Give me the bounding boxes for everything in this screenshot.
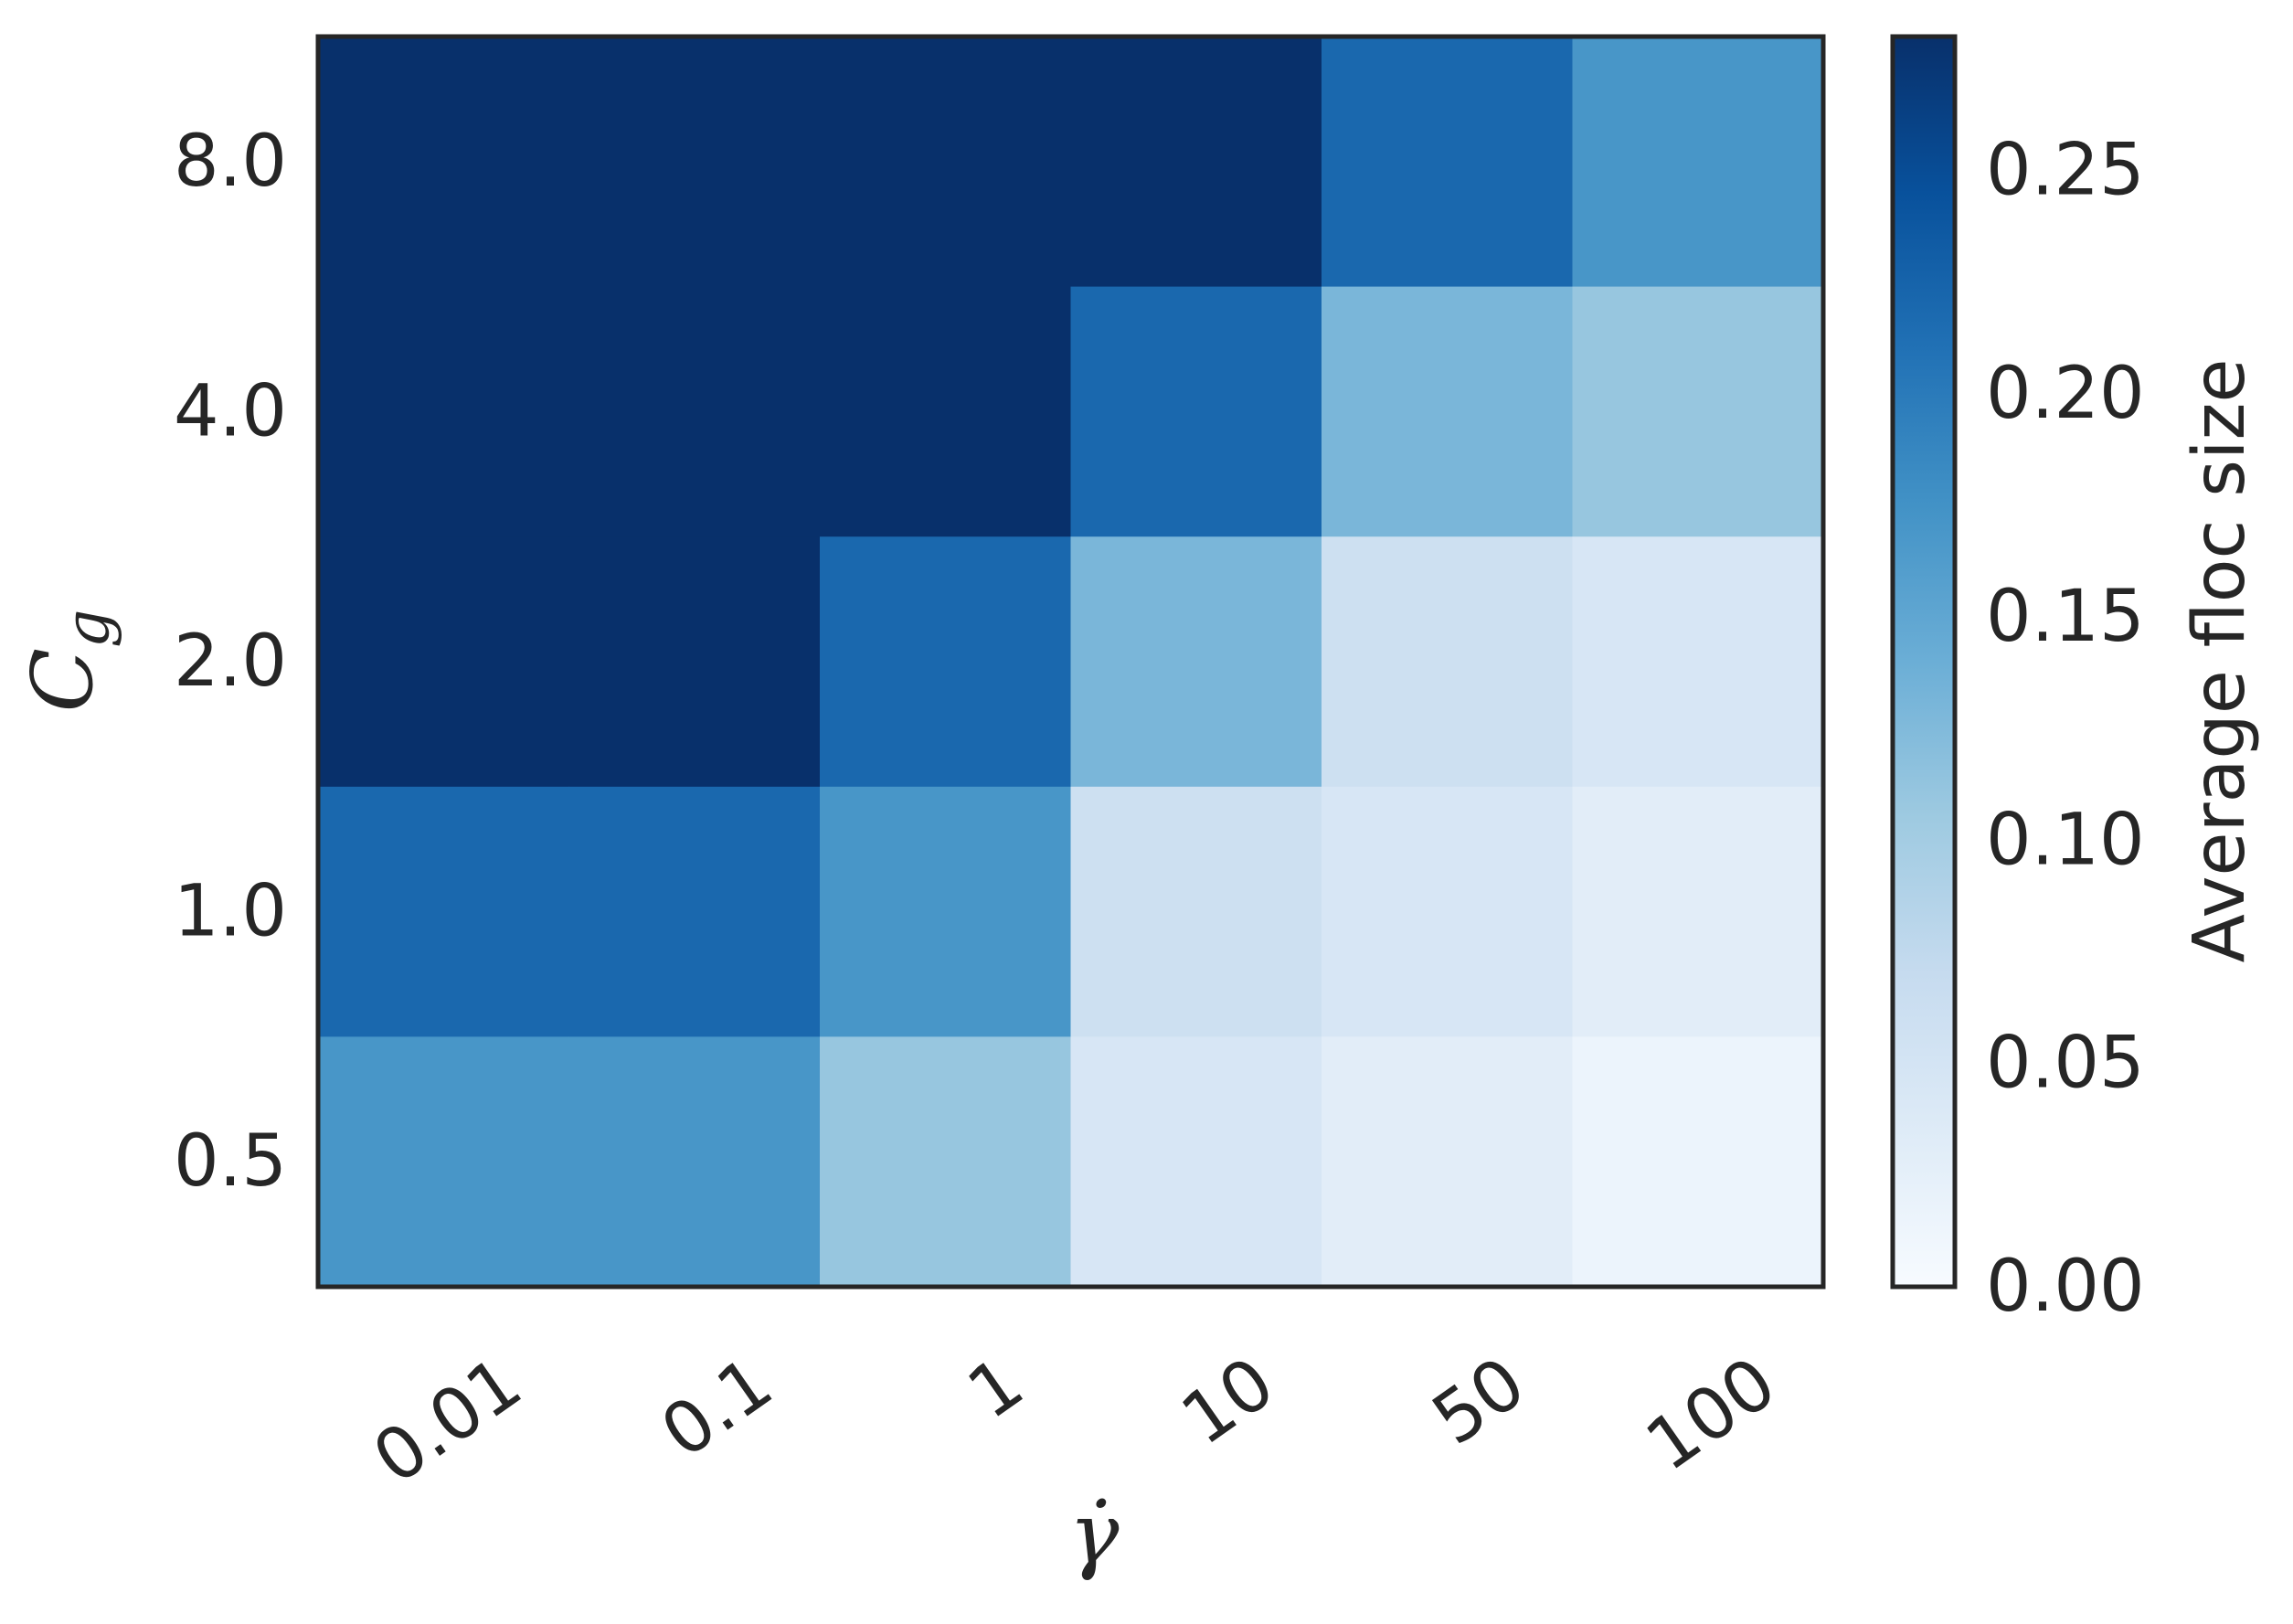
heatmap-cell (568, 536, 821, 788)
colorbar: 0.00 0.05 0.10 0.15 0.20 0.25 Average floc si… (1890, 34, 2261, 1328)
heatmap-cell (318, 37, 570, 288)
heatmap-cell (820, 286, 1072, 537)
heatmap-cell (1322, 786, 1574, 1037)
heatmap-cell (318, 536, 570, 788)
colorbar-gradient (1890, 34, 1958, 1290)
x-tick-label: 50 (1418, 1342, 1540, 1461)
heatmap-cell (1070, 37, 1322, 288)
x-tick-label: 1 (953, 1342, 1037, 1435)
x-axis-label-text: γ̇ (1069, 1485, 1120, 1583)
colorbar-tick-label: 0.15 (1986, 576, 2145, 658)
colorbar-label: Average floc size (2179, 359, 2261, 963)
colorbar-tick-label: 0.00 (1986, 1246, 2145, 1328)
x-tick-label: 100 (1632, 1342, 1791, 1487)
heatmap-cell (318, 1036, 570, 1288)
heatmap-cell (568, 37, 821, 288)
y-axis-label: Cg (14, 610, 122, 713)
x-tick-label: 0.1 (647, 1342, 787, 1474)
heatmap-cell (820, 786, 1072, 1037)
heatmap-cell (820, 37, 1072, 288)
heatmap-cell (1572, 286, 1824, 537)
colorbar-tick-label: 0.25 (1986, 130, 2145, 212)
colorbar-label-text: Average floc size (2179, 359, 2261, 963)
colorbar-tick-labels: 0.00 0.05 0.10 0.15 0.20 0.25 (1986, 130, 2145, 1328)
x-tick-label: 10 (1167, 1342, 1289, 1461)
heatmap-cell (820, 1036, 1072, 1288)
colorbar-tick-label: 0.05 (1986, 1023, 2145, 1105)
y-axis-label-text: Cg (14, 610, 122, 713)
heatmap-cell (1322, 286, 1574, 537)
y-tick-label: 4.0 (174, 370, 287, 452)
heatmap-cell (1572, 1036, 1824, 1288)
heatmap-cell (1070, 1036, 1322, 1288)
heatmap-cell (1572, 37, 1824, 288)
x-axis-label: γ̇ (1069, 1485, 1120, 1583)
y-tick-labels: 8.0 4.0 2.0 1.0 0.5 (174, 121, 287, 1203)
x-tick-label: 0.01 (359, 1342, 536, 1500)
heatmap-cell (1322, 37, 1574, 288)
y-tick-label: 1.0 (174, 871, 287, 953)
heatmap-cell (1070, 286, 1322, 537)
heatmap-cell (318, 286, 570, 537)
y-tick-label: 8.0 (174, 121, 287, 203)
y-tick-label: 0.5 (174, 1120, 287, 1203)
heatmap-cells (318, 37, 1824, 1288)
heatmap-cell (1322, 536, 1574, 788)
heatmap-cell (1572, 786, 1824, 1037)
heatmap-cell (1070, 786, 1322, 1037)
y-tick-label: 2.0 (174, 621, 287, 703)
heatmap-cell (820, 536, 1072, 788)
plot-frame (315, 34, 1826, 1290)
colorbar-tick-label: 0.20 (1986, 353, 2145, 435)
heatmap-cell (568, 286, 821, 537)
heatmap-cell (318, 786, 570, 1037)
heatmap-cell (1322, 1036, 1574, 1288)
heatmap-cell (1070, 536, 1322, 788)
heatmap-cell (1572, 536, 1824, 788)
heatmap-cell (568, 1036, 821, 1288)
x-tick-labels: 0.01 0.1 1 10 50 100 (359, 1342, 1790, 1500)
colorbar-tick-label: 0.10 (1986, 799, 2145, 881)
heatmap-cell (568, 786, 821, 1037)
